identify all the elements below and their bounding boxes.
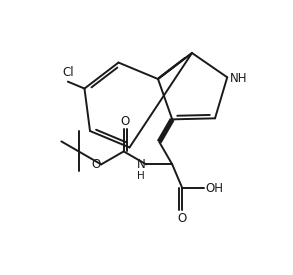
Text: H: H: [137, 171, 145, 182]
Text: O: O: [91, 158, 100, 171]
Text: O: O: [120, 116, 129, 128]
Text: N: N: [137, 158, 145, 171]
Text: OH: OH: [205, 182, 223, 195]
Text: NH: NH: [230, 72, 248, 85]
Text: Cl: Cl: [62, 66, 74, 79]
Text: O: O: [178, 212, 187, 225]
